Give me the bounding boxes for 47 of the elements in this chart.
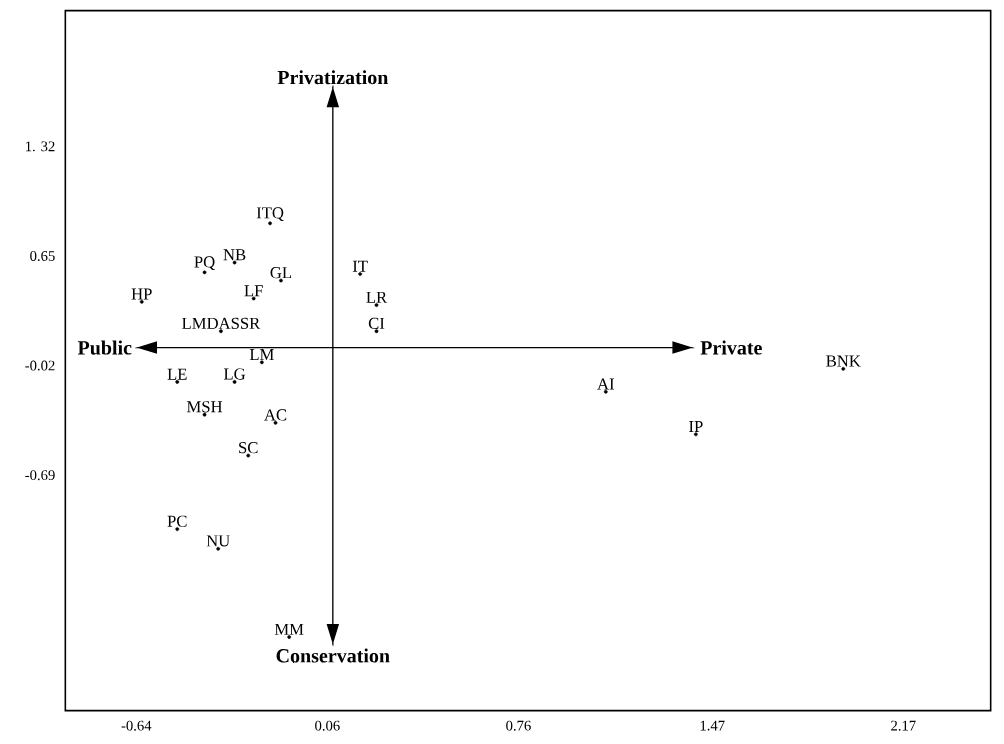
series-label: CI [368,317,385,329]
series-label: SC [239,442,258,454]
series-label: PC [167,515,187,527]
point [358,272,362,276]
series-label: AC [264,409,287,421]
point [202,270,207,275]
series-label: NB [223,249,246,261]
y-tick-label: -0.69 [25,470,55,481]
series-label: MM [274,623,304,635]
y-tick-label: 1. 32 [26,141,55,152]
series-label: ITQ [256,207,284,222]
point [175,380,180,384]
point [374,329,379,334]
series-label: GL [270,267,292,279]
point [219,329,223,334]
point [175,527,180,531]
series-label: LE [167,368,187,380]
series-label: IT [352,260,368,272]
x-tick-label: -0.64 [121,720,152,731]
series-label: PQ [194,256,215,271]
x-tick-label: 1.47 [700,720,725,731]
point [268,221,272,226]
point [260,360,264,365]
series-label: AI [597,378,614,390]
series-label: LG [223,368,246,380]
x-tick-label: 2.17 [891,720,916,731]
series-label: LMDASSR [182,317,261,329]
annotation: Private [700,340,762,355]
series-label: NU [206,535,230,547]
annotation: Conservation [276,648,390,663]
series-label: BNK [826,355,861,367]
point [232,380,237,384]
x-tick-label: 0.06 [315,720,340,731]
x-tick-label: 0.76 [506,720,531,731]
series-label: LR [366,291,388,303]
point [374,303,379,307]
point [287,635,292,639]
annotation: Privatization [277,70,389,85]
annotation: Public [77,340,132,355]
series-label: HP [131,288,152,300]
series-label: MSH [186,401,223,413]
y-tick-label: 0.65 [30,251,55,261]
point [694,432,698,437]
series-label: LM [249,349,274,361]
series-label: LF [244,285,263,297]
series-label: IP [689,421,703,432]
y-tick-label: -0.02 [25,360,55,371]
